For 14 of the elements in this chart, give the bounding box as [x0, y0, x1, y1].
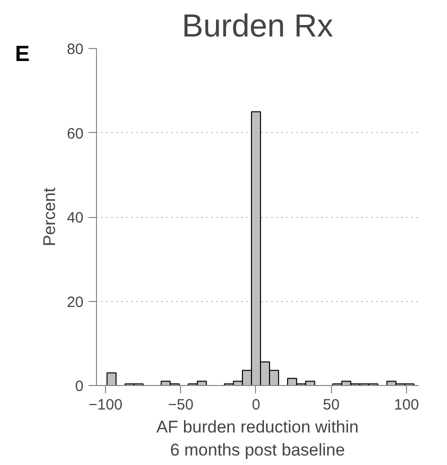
x-tick-label: −50 [168, 396, 194, 414]
chart-title: Burden Rx [182, 8, 334, 44]
x-tick-label: 100 [394, 396, 419, 414]
x-tick-label: −100 [88, 396, 122, 414]
y-tick-label: 20 [66, 294, 84, 311]
x-tick-label: 50 [322, 396, 340, 414]
x-tick-label: 0 [252, 396, 260, 414]
y-tick-label: 40 [66, 210, 84, 226]
x-axis-title: AF burden reduction within 6 months post baseline [156, 418, 359, 460]
y-tick-label: 80 [66, 41, 84, 58]
text: E [15, 40, 30, 68]
y-tick-label: 0 [75, 378, 84, 395]
y-axis-title: Percent [40, 187, 59, 246]
y-tick-label: 60 [66, 125, 84, 142]
